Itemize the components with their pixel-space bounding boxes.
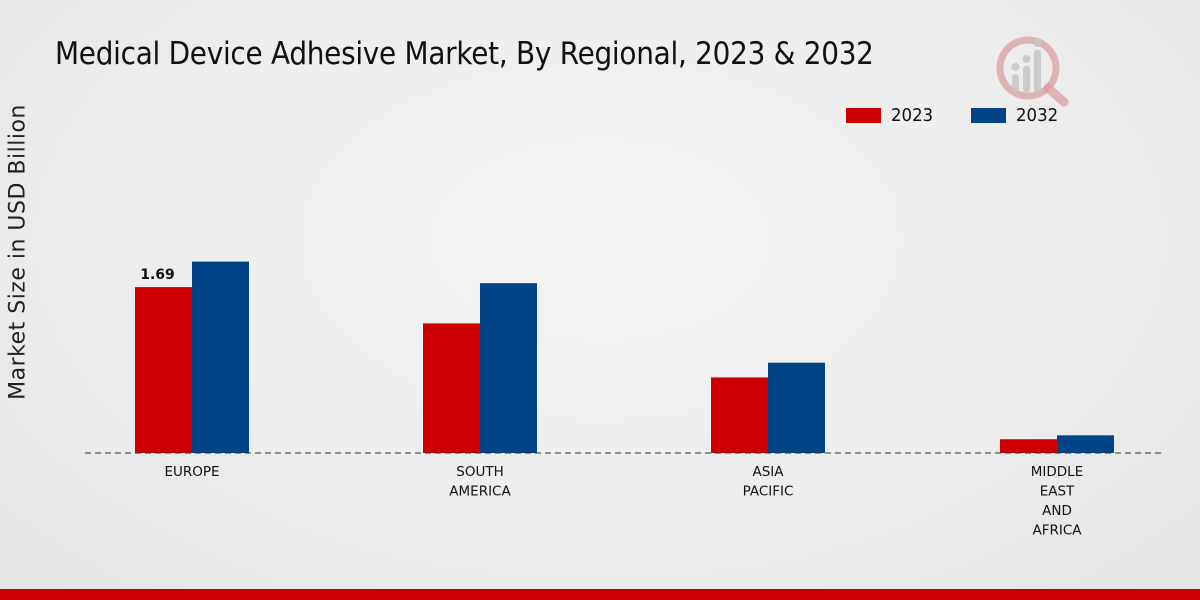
bar-2032-3	[1057, 435, 1114, 453]
legend-swatch-2032	[970, 108, 1006, 123]
x-tick-label-2-1: PACIFIC	[743, 484, 794, 500]
bar-2023-1	[423, 323, 480, 453]
bar-2023-0	[135, 287, 192, 453]
bar-2032-0	[192, 261, 249, 453]
legend: 2023 2032	[846, 105, 1096, 126]
x-tick-label-0-0: EUROPE	[164, 464, 219, 480]
market-research-logo-icon	[996, 36, 1069, 107]
x-tick-label-3-1: EAST	[1040, 484, 1075, 500]
legend-label-2032: 2032	[1015, 105, 1058, 126]
legend-item-2023: 2023	[846, 105, 937, 126]
x-tick-label-3-2: AND	[1042, 503, 1072, 519]
legend-swatch-2023	[846, 108, 881, 123]
x-tick-label-1-0: SOUTH	[456, 464, 503, 480]
x-tick-label-1-1: AMERICA	[449, 484, 511, 500]
legend-item-2032: 2032	[970, 105, 1062, 126]
x-tick-label-2-0: ASIA	[752, 464, 784, 480]
bar-2032-1	[480, 283, 537, 453]
bar-2023-2	[711, 377, 768, 453]
legend-label-2023: 2023	[891, 105, 934, 126]
bar-2032-2	[768, 362, 825, 453]
bar-2023-3	[1000, 439, 1057, 453]
footer-bar	[0, 589, 1200, 600]
chart-title: Medical Device Adhesive Market, By Regio…	[55, 36, 874, 72]
x-tick-label-3-0: MIDDLE	[1031, 464, 1083, 480]
data-label-0: 1.69	[140, 267, 175, 283]
x-tick-label-3-3: AFRICA	[1032, 523, 1082, 539]
